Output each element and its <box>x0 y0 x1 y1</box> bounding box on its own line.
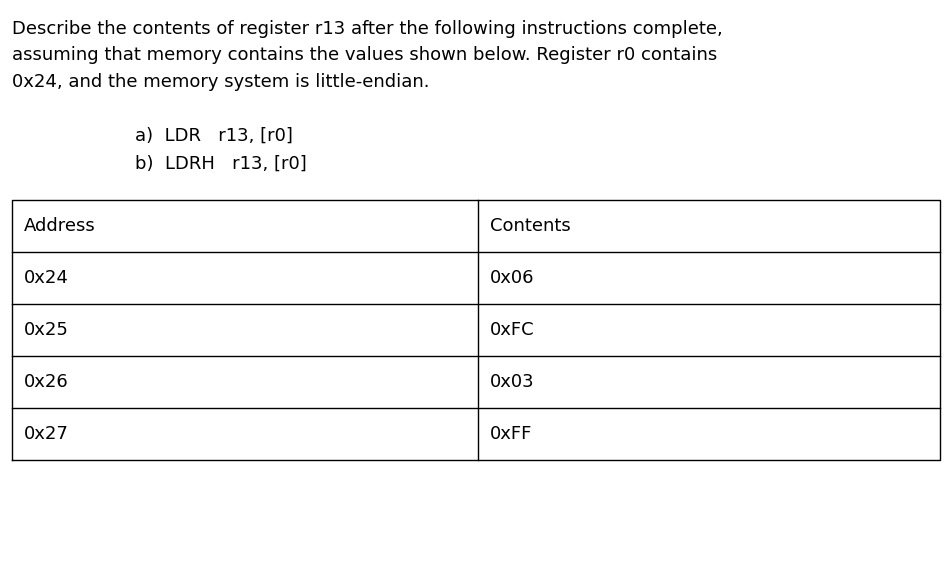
Text: 0xFC: 0xFC <box>490 321 535 339</box>
Text: Describe the contents of register r13 after the following instructions complete,: Describe the contents of register r13 af… <box>12 20 723 38</box>
Text: assuming that memory contains the values shown below. Register r0 contains: assuming that memory contains the values… <box>12 47 717 65</box>
Text: 0x24: 0x24 <box>24 269 69 287</box>
Text: b)  LDRH   r13, [r0]: b) LDRH r13, [r0] <box>135 155 307 173</box>
Text: 0xFF: 0xFF <box>490 425 532 443</box>
Text: 0x26: 0x26 <box>24 373 69 391</box>
Text: 0x27: 0x27 <box>24 425 69 443</box>
Text: Address: Address <box>24 217 96 235</box>
Text: 0x06: 0x06 <box>490 269 534 287</box>
Text: 0x24, and the memory system is little-endian.: 0x24, and the memory system is little-en… <box>12 73 429 91</box>
Text: 0x03: 0x03 <box>490 373 535 391</box>
Text: 0x25: 0x25 <box>24 321 69 339</box>
Text: a)  LDR   r13, [r0]: a) LDR r13, [r0] <box>135 127 293 145</box>
Text: Contents: Contents <box>490 217 571 235</box>
